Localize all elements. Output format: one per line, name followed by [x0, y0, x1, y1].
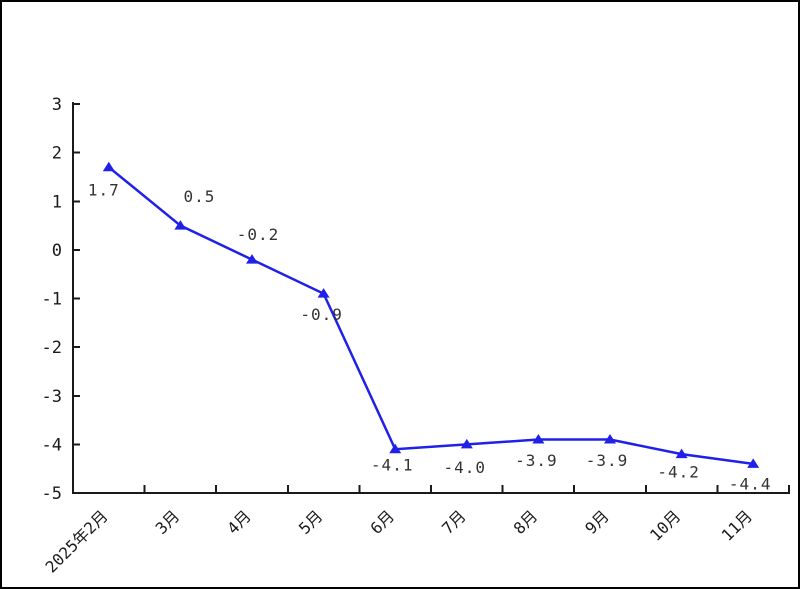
data-point-label: -4.1: [371, 456, 414, 475]
data-point-marker: [102, 161, 115, 172]
data-point-marker: [389, 443, 402, 454]
y-tick-label: -3: [42, 387, 62, 407]
data-point-marker: [246, 254, 258, 264]
x-tick-label: 7月: [438, 506, 470, 538]
x-tick-label: 4月: [223, 506, 255, 538]
series-line: [108, 166, 754, 466]
data-point-label: -3.9: [586, 451, 629, 470]
x-tick-label: 9月: [581, 506, 613, 538]
data-point-label: -4.0: [444, 458, 487, 477]
data-point-marker: [747, 458, 760, 468]
data-point-label: -3.9: [515, 451, 558, 470]
x-tick-label: 3月: [152, 506, 184, 538]
data-point-marker: [675, 448, 688, 459]
data-point-marker: [532, 434, 545, 444]
y-tick-label: -1: [42, 290, 62, 310]
x-tick-label: 6月: [366, 506, 398, 538]
data-point-marker: [317, 288, 330, 298]
y-tick-label: -4: [42, 435, 62, 455]
x-tick-label: 11月: [718, 506, 756, 544]
data-point-label: 0.5: [183, 187, 215, 206]
y-tick-label: 1: [52, 192, 62, 212]
data-point-label: -4.4: [729, 474, 772, 493]
data-point-label: -4.2: [657, 463, 700, 482]
data-point-label: -0.2: [237, 225, 280, 244]
data-point-label: 1.7: [88, 181, 120, 200]
data-point-label: -0.9: [300, 305, 343, 324]
y-tick-label: 3: [52, 95, 62, 115]
y-tick-label: -2: [42, 338, 62, 358]
y-tick-label: 2: [52, 144, 62, 164]
data-point-marker: [174, 220, 187, 230]
y-tick-label: 0: [52, 241, 62, 261]
data-point-marker: [604, 434, 616, 444]
y-tick-label: -5: [42, 484, 62, 504]
x-tick-label: 10月: [646, 506, 684, 544]
x-tick-label: 2025年2月: [42, 506, 112, 576]
x-tick-label: 8月: [510, 506, 542, 538]
x-tick-label: 5月: [295, 506, 327, 538]
data-point-marker: [460, 438, 473, 449]
